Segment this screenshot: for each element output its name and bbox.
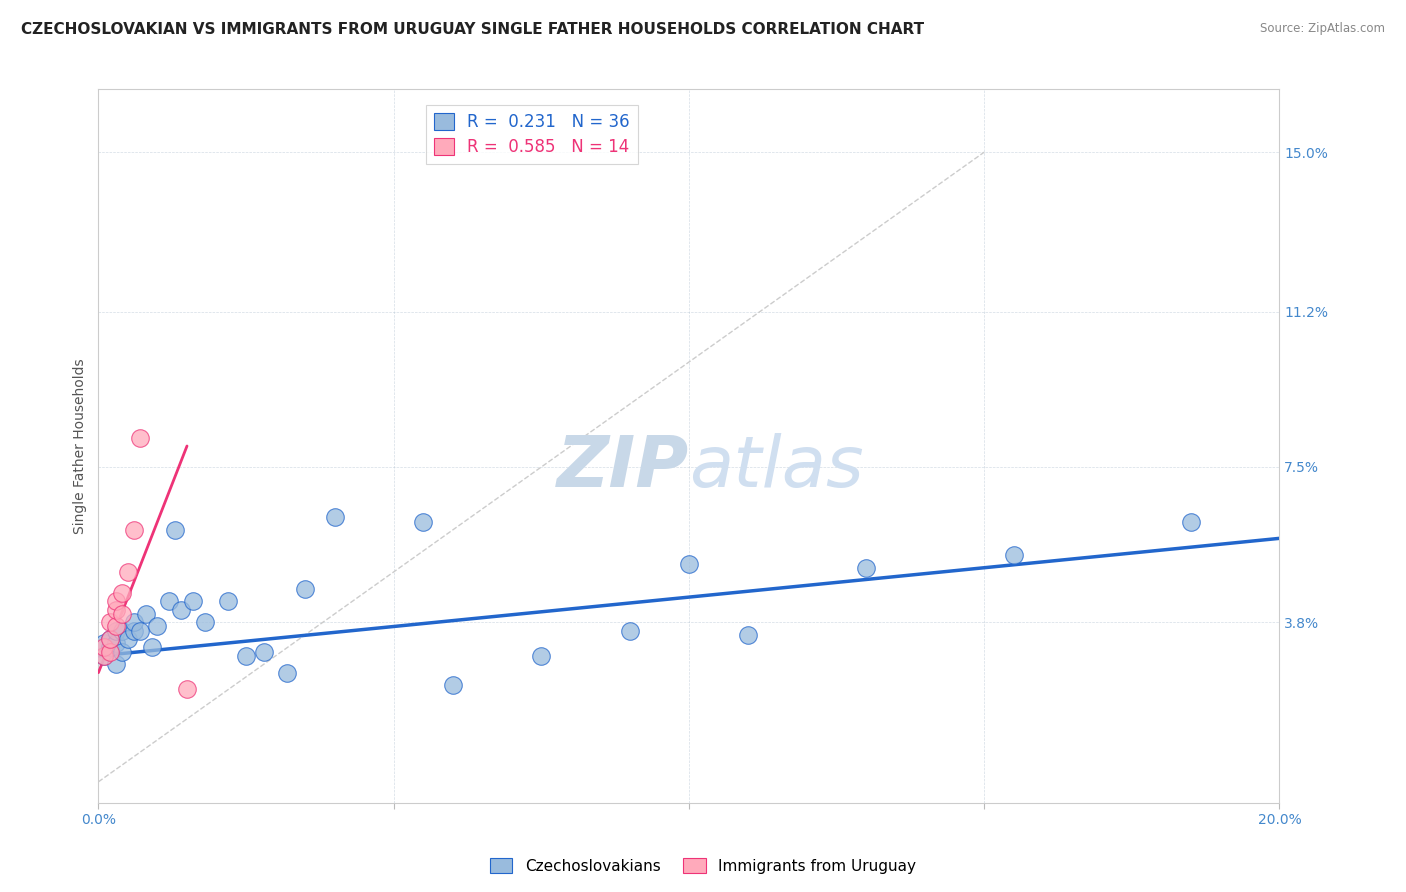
Legend: Czechoslovakians, Immigrants from Uruguay: Czechoslovakians, Immigrants from Urugua…	[484, 852, 922, 880]
Point	[117, 632, 139, 646]
Point	[122, 523, 145, 537]
Point	[117, 565, 139, 579]
Point	[105, 624, 128, 638]
Point	[98, 640, 121, 655]
Point	[619, 624, 641, 638]
Text: atlas: atlas	[689, 433, 863, 502]
Y-axis label: Single Father Households: Single Father Households	[73, 359, 87, 533]
Point	[93, 648, 115, 663]
Point	[93, 648, 115, 663]
Point	[111, 624, 134, 638]
Point	[217, 594, 239, 608]
Point	[105, 594, 128, 608]
Point	[111, 586, 134, 600]
Point	[98, 615, 121, 630]
Text: CZECHOSLOVAKIAN VS IMMIGRANTS FROM URUGUAY SINGLE FATHER HOUSEHOLDS CORRELATION : CZECHOSLOVAKIAN VS IMMIGRANTS FROM URUGU…	[21, 22, 924, 37]
Point	[105, 603, 128, 617]
Point	[412, 515, 434, 529]
Point	[128, 624, 150, 638]
Point	[98, 632, 121, 646]
Point	[146, 619, 169, 633]
Point	[157, 594, 180, 608]
Legend: R =  0.231   N = 36, R =  0.585   N = 14: R = 0.231 N = 36, R = 0.585 N = 14	[426, 104, 638, 164]
Point	[105, 619, 128, 633]
Point	[98, 645, 121, 659]
Point	[1180, 515, 1202, 529]
Point	[323, 510, 346, 524]
Point	[98, 632, 121, 646]
Point	[128, 431, 150, 445]
Point	[135, 607, 157, 621]
Text: Source: ZipAtlas.com: Source: ZipAtlas.com	[1260, 22, 1385, 36]
Point	[111, 607, 134, 621]
Point	[294, 582, 316, 596]
Point	[105, 657, 128, 672]
Text: ZIP: ZIP	[557, 433, 689, 502]
Point	[194, 615, 217, 630]
Point	[678, 557, 700, 571]
Point	[530, 648, 553, 663]
Point	[93, 640, 115, 655]
Point	[253, 645, 276, 659]
Point	[181, 594, 204, 608]
Point	[1002, 548, 1025, 562]
Point	[111, 645, 134, 659]
Point	[235, 648, 257, 663]
Point	[176, 682, 198, 697]
Point	[105, 636, 128, 650]
Point	[122, 624, 145, 638]
Point	[855, 560, 877, 574]
Point	[170, 603, 193, 617]
Point	[737, 628, 759, 642]
Point	[276, 665, 298, 680]
Point	[122, 615, 145, 630]
Point	[165, 523, 187, 537]
Point	[93, 636, 115, 650]
Point	[141, 640, 163, 655]
Point	[441, 678, 464, 692]
